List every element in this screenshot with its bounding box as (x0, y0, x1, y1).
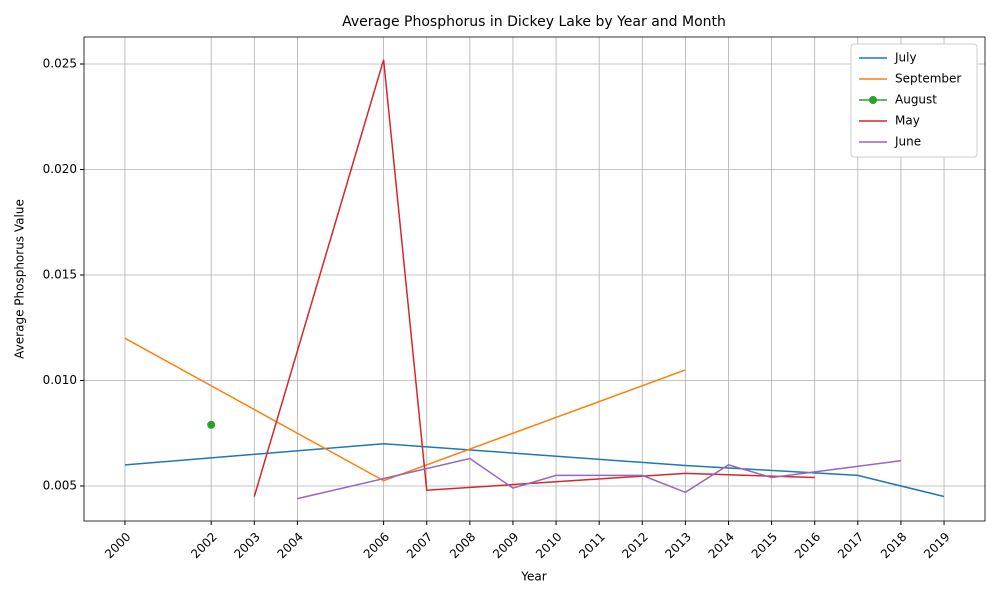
y-axis-label: Average Phosphorus Value (13, 199, 27, 359)
y-tick-label: 0.005 (43, 478, 77, 492)
series-line (124, 443, 945, 498)
x-tick-label: 2017 (835, 530, 866, 561)
legend-label: September (895, 72, 961, 86)
series-line (297, 457, 902, 500)
x-tick-label: 2014 (706, 530, 737, 561)
x-axis-label: Year (520, 570, 546, 584)
x-tick-label: 2003 (231, 530, 262, 561)
x-tick-label: 2015 (749, 530, 780, 561)
legend-label: June (894, 135, 921, 149)
plot-frame (83, 36, 986, 522)
legend-label: August (895, 93, 937, 107)
y-tick-label: 0.025 (43, 57, 77, 71)
x-tick-label: 2000 (102, 530, 133, 561)
x-tick-label: 2004 (274, 530, 305, 561)
x-tick-label: 2019 (921, 530, 952, 561)
x-tick-label: 2002 (188, 530, 219, 561)
x-tick-label: 2018 (878, 530, 909, 561)
x-tick-label: 2010 (533, 530, 564, 561)
x-tick-label: 2016 (792, 530, 823, 561)
legend-marker (869, 96, 877, 104)
legend-box (850, 43, 978, 158)
x-tick-label: 2013 (662, 530, 693, 561)
series-line (124, 337, 686, 482)
chart-title: Average Phosphorus in Dickey Lake by Yea… (342, 14, 726, 30)
y-tick-label: 0.010 (43, 373, 77, 387)
y-tick-label: 0.015 (43, 267, 77, 281)
x-tick-label: 2009 (490, 530, 521, 561)
x-tick-label: 2007 (404, 530, 435, 561)
x-tick-label: 2011 (576, 530, 607, 561)
point (207, 420, 216, 429)
legend-label: July (894, 51, 917, 65)
legend-label: May (895, 114, 920, 128)
x-tick-label: 2008 (447, 530, 478, 561)
y-tick-label: 0.020 (43, 162, 77, 176)
x-tick-label: 2006 (361, 530, 392, 561)
series-line (253, 59, 815, 497)
x-tick-label: 2012 (619, 530, 650, 561)
